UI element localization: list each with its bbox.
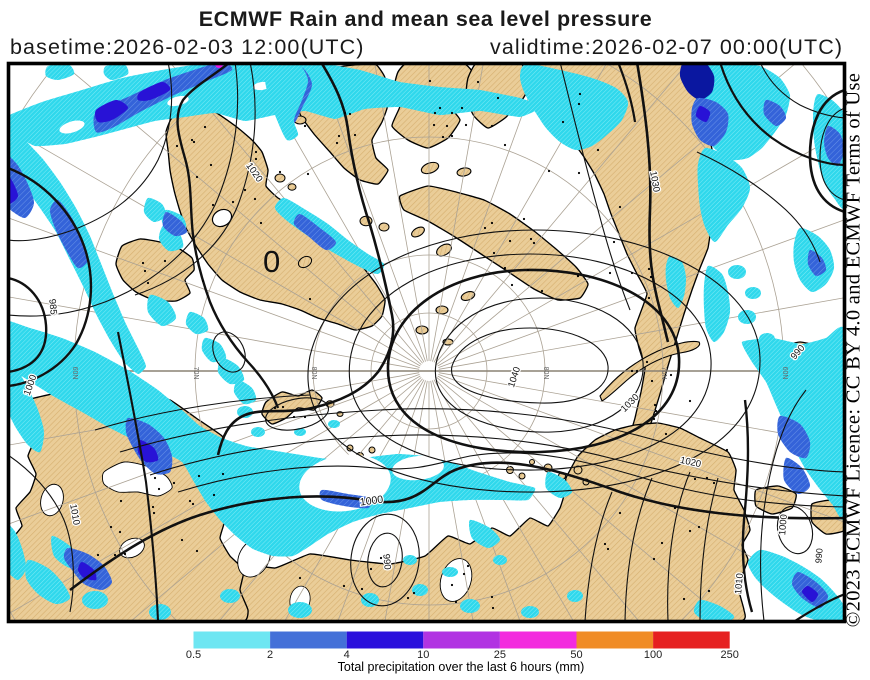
svg-text:1010: 1010	[733, 573, 746, 595]
svg-text:50: 50	[570, 649, 582, 661]
svg-text:25: 25	[494, 649, 506, 661]
svg-text:80N: 80N	[310, 367, 317, 380]
svg-text:0: 0	[263, 244, 280, 279]
svg-text:2: 2	[267, 649, 273, 661]
svg-text:70N: 70N	[660, 367, 667, 380]
svg-text:100: 100	[644, 649, 662, 661]
svg-text:basetime:2026-02-03 12:00(UTC): basetime:2026-02-03 12:00(UTC)	[10, 35, 364, 59]
svg-text:1030: 1030	[647, 170, 662, 193]
svg-text:4: 4	[344, 649, 350, 661]
svg-text:ECMWF Rain and mean sea level: ECMWF Rain and mean sea level pressure	[199, 7, 652, 31]
svg-text:250: 250	[721, 649, 739, 661]
svg-text:985: 985	[46, 298, 58, 315]
svg-text:60N: 60N	[781, 367, 788, 380]
svg-text:Total precipitation over the l: Total precipitation over the last 6 hour…	[338, 660, 585, 674]
svg-text:990: 990	[813, 548, 824, 564]
svg-text:1010: 1010	[67, 503, 82, 526]
svg-text:60N: 60N	[71, 367, 78, 380]
svg-text:990: 990	[380, 553, 392, 570]
svg-text:0.5: 0.5	[186, 649, 201, 661]
svg-text:validtime:2026-02-07 00:00(UTC: validtime:2026-02-07 00:00(UTC)	[490, 35, 843, 59]
svg-text:©2023 ECMWF Licence: CC BY 4.0: ©2023 ECMWF Licence: CC BY 4.0 and ECMWF…	[843, 73, 865, 627]
svg-text:1000: 1000	[359, 493, 384, 508]
svg-text:10: 10	[417, 649, 429, 661]
svg-text:80N: 80N	[542, 367, 549, 380]
svg-text:1000: 1000	[777, 514, 790, 536]
svg-text:70N: 70N	[192, 367, 199, 380]
